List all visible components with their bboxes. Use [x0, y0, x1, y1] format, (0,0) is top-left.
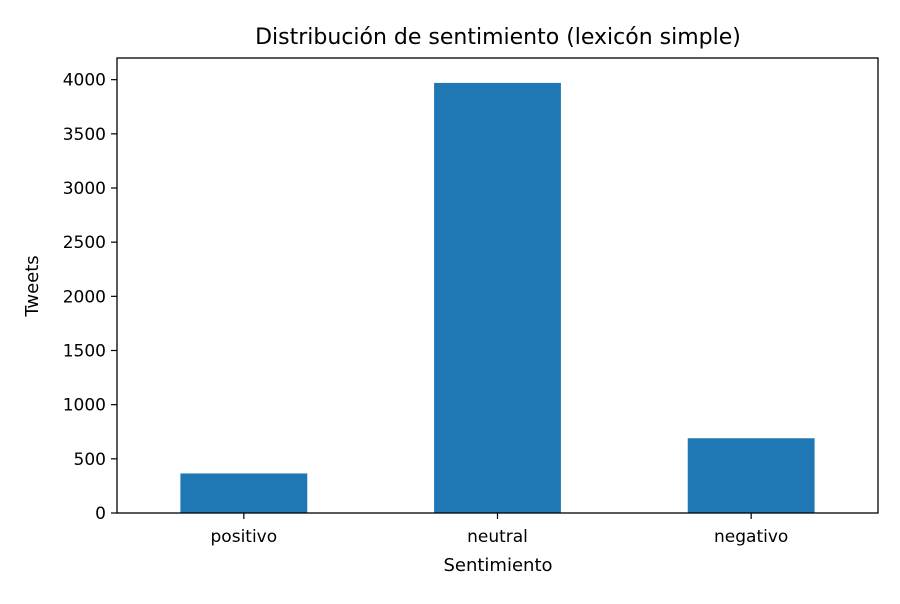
- bars-layer: [180, 82, 815, 514]
- y-tick-label: 0: [95, 504, 106, 524]
- bar-negativo: [687, 438, 815, 513]
- y-tick-label: 1500: [63, 342, 106, 362]
- y-tick-label: 3500: [63, 125, 106, 145]
- x-tick-label: neutral: [467, 527, 528, 547]
- y-tick-label: 2500: [63, 233, 106, 253]
- y-axis-label: Tweets: [22, 255, 43, 317]
- y-tick-label: 1000: [63, 396, 106, 416]
- x-tick-label: positivo: [211, 527, 278, 547]
- y-tick-label: 3000: [63, 179, 106, 199]
- x-axis-label: Sentimiento: [443, 555, 552, 576]
- bar-positivo: [180, 473, 308, 513]
- ticks-layer: positivo neutral negativo 0 500 1000 1500 2000 2…: [63, 71, 789, 547]
- y-tick-label: 500: [74, 450, 106, 470]
- y-tick-label: 4000: [63, 71, 106, 91]
- chart-title: Distribución de sentimiento (lexicón sim…: [255, 25, 741, 50]
- x-tick-label: negativo: [714, 527, 788, 547]
- y-tick-label: 2000: [63, 287, 106, 307]
- bar-neutral: [434, 82, 561, 514]
- plot-frame: [116, 57, 879, 514]
